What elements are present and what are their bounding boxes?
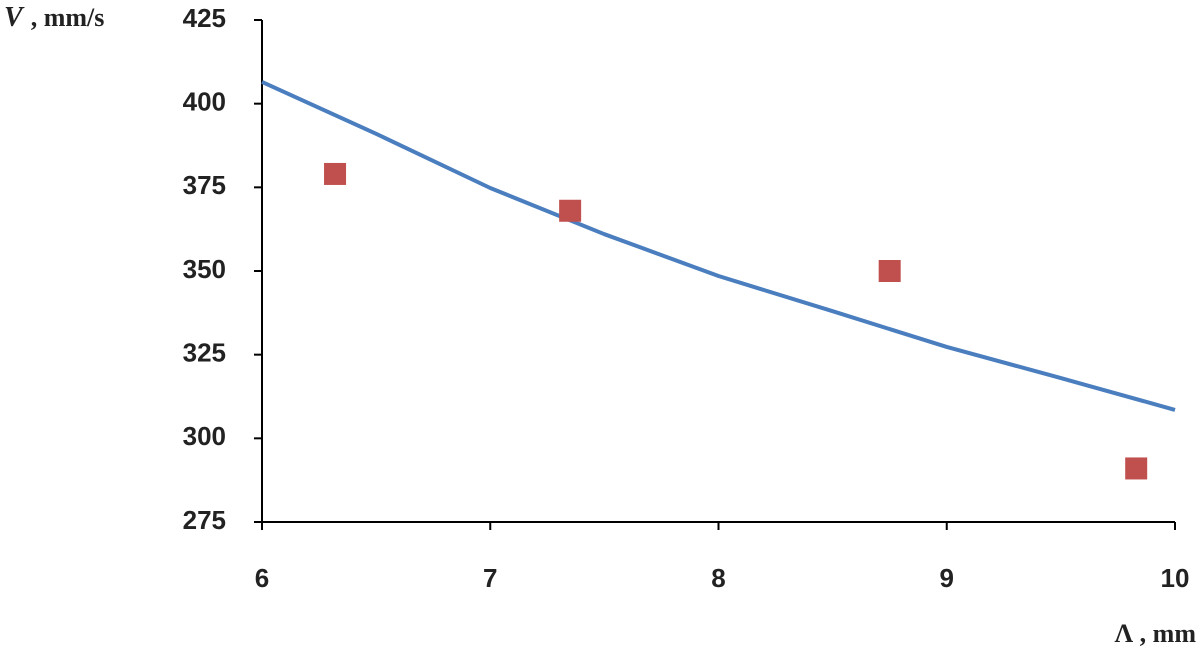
y-label-unit: , mm/s <box>31 3 105 32</box>
x-tick-label: 10 <box>1161 563 1190 593</box>
data-point <box>559 199 582 222</box>
fit-line <box>261 80 1176 412</box>
y-tick-label: 275 <box>183 505 226 535</box>
y-tick-label: 350 <box>183 254 226 284</box>
x-tick-label: 8 <box>711 563 725 593</box>
y-label-symbol: V <box>4 2 25 33</box>
y-tick-label: 375 <box>183 170 226 200</box>
y-tick-label: 425 <box>183 3 226 33</box>
data-point <box>324 162 347 185</box>
data-point <box>1125 457 1148 480</box>
x-tick-label: 6 <box>255 563 269 593</box>
x-tick-label: 9 <box>940 563 954 593</box>
y-tick-label: 325 <box>183 338 226 368</box>
y-tick-label: 400 <box>183 87 226 117</box>
x-tick-label: 7 <box>483 563 497 593</box>
y-tick-label: 300 <box>183 421 226 451</box>
x-axis-label: Λ , mm <box>1115 619 1197 648</box>
data-point <box>878 260 901 282</box>
y-axis-label: V, mm/s <box>4 2 104 33</box>
